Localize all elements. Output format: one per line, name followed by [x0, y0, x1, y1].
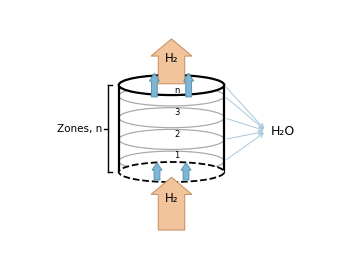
- Ellipse shape: [119, 162, 224, 182]
- FancyArrow shape: [181, 163, 191, 180]
- Bar: [119, 85, 224, 172]
- FancyArrow shape: [151, 39, 192, 84]
- Text: 2: 2: [174, 130, 179, 139]
- Ellipse shape: [119, 75, 224, 95]
- Text: n: n: [174, 86, 179, 95]
- Text: Zones, n: Zones, n: [57, 123, 102, 134]
- Ellipse shape: [119, 151, 224, 171]
- FancyArrow shape: [184, 73, 194, 97]
- Text: H₂: H₂: [165, 52, 178, 65]
- Ellipse shape: [119, 108, 224, 128]
- FancyArrow shape: [151, 177, 192, 230]
- FancyArrow shape: [152, 163, 162, 180]
- Ellipse shape: [119, 129, 224, 149]
- Text: H₂O: H₂O: [270, 125, 295, 138]
- Text: 1: 1: [174, 151, 179, 160]
- Text: H₂: H₂: [165, 192, 178, 205]
- Text: 3: 3: [174, 108, 179, 117]
- FancyArrow shape: [149, 73, 159, 97]
- Ellipse shape: [119, 86, 224, 106]
